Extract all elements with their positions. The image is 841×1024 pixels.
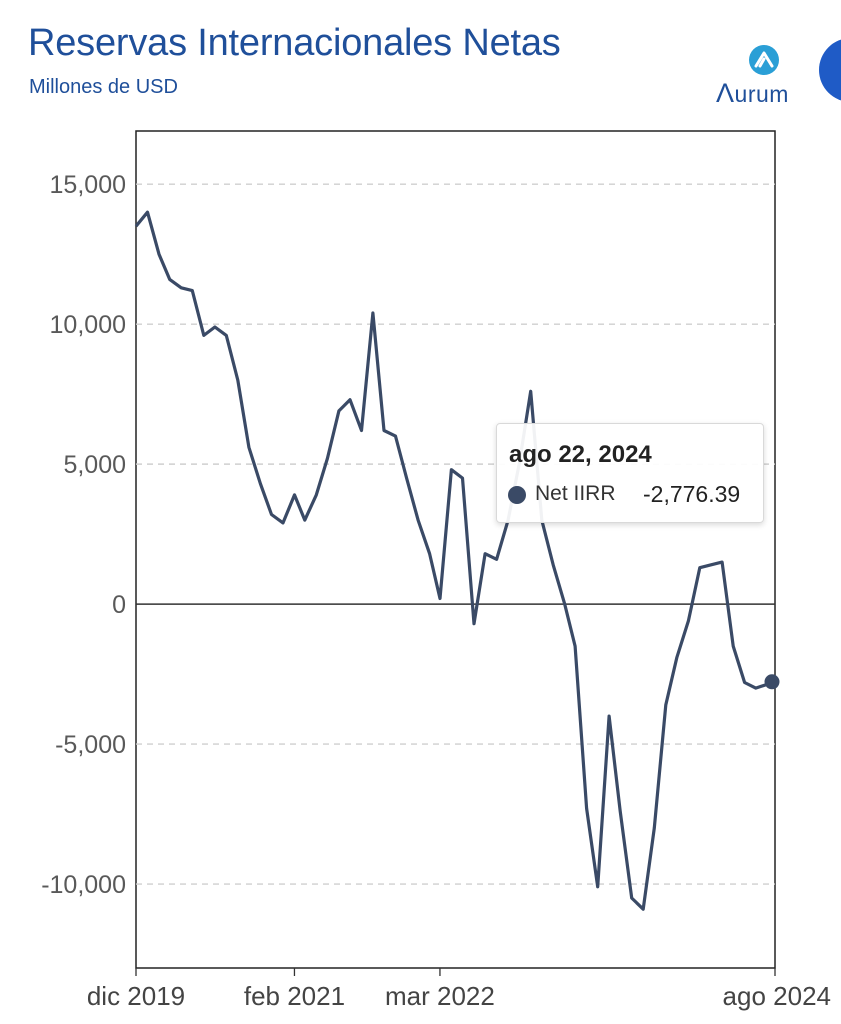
- x-tick-label: dic 2019: [87, 981, 185, 1011]
- tooltip-value: -2,776.39: [643, 481, 741, 507]
- aurum-logo-icon: [749, 45, 779, 75]
- x-tick-label: mar 2022: [385, 981, 495, 1011]
- chart-title: Reservas Internacionales Netas: [28, 22, 561, 64]
- y-tick-label: 10,000: [50, 311, 126, 339]
- y-tick-label: 0: [112, 591, 126, 619]
- tooltip-series-marker: [508, 486, 526, 504]
- hover-point[interactable]: [764, 674, 780, 690]
- tooltip-series-name: Net IIRR: [535, 482, 616, 505]
- x-axis: dic 2019 feb 2021 mar 2022 ago 2024: [87, 968, 831, 1011]
- y-tick-label: 15,000: [50, 171, 126, 199]
- chart-subtitle: Millones de USD: [29, 76, 178, 98]
- tooltip-date: ago 22, 2024: [509, 441, 652, 468]
- series-line-net-iirr[interactable]: [134, 210, 776, 911]
- floating-action-button[interactable]: [819, 38, 841, 102]
- brand-name-text: urum: [734, 81, 789, 107]
- x-tick-label: ago 2024: [723, 981, 831, 1011]
- brand-name: Λurum: [716, 78, 789, 109]
- plot-area: [135, 130, 776, 969]
- brand-logo[interactable]: Λurum: [716, 44, 816, 109]
- x-tick-label: feb 2021: [244, 981, 345, 1011]
- y-axis: 15,000 10,000 5,000 0 -5,000 -10,000: [41, 171, 126, 899]
- brand-glyph: Λ: [716, 78, 735, 108]
- y-tick-label: 5,000: [63, 451, 126, 479]
- chart-tooltip: ago 22, 2024 Net IIRR -2,776.39: [496, 423, 764, 523]
- y-tick-label: -5,000: [55, 731, 126, 759]
- y-tick-label: -10,000: [41, 871, 126, 899]
